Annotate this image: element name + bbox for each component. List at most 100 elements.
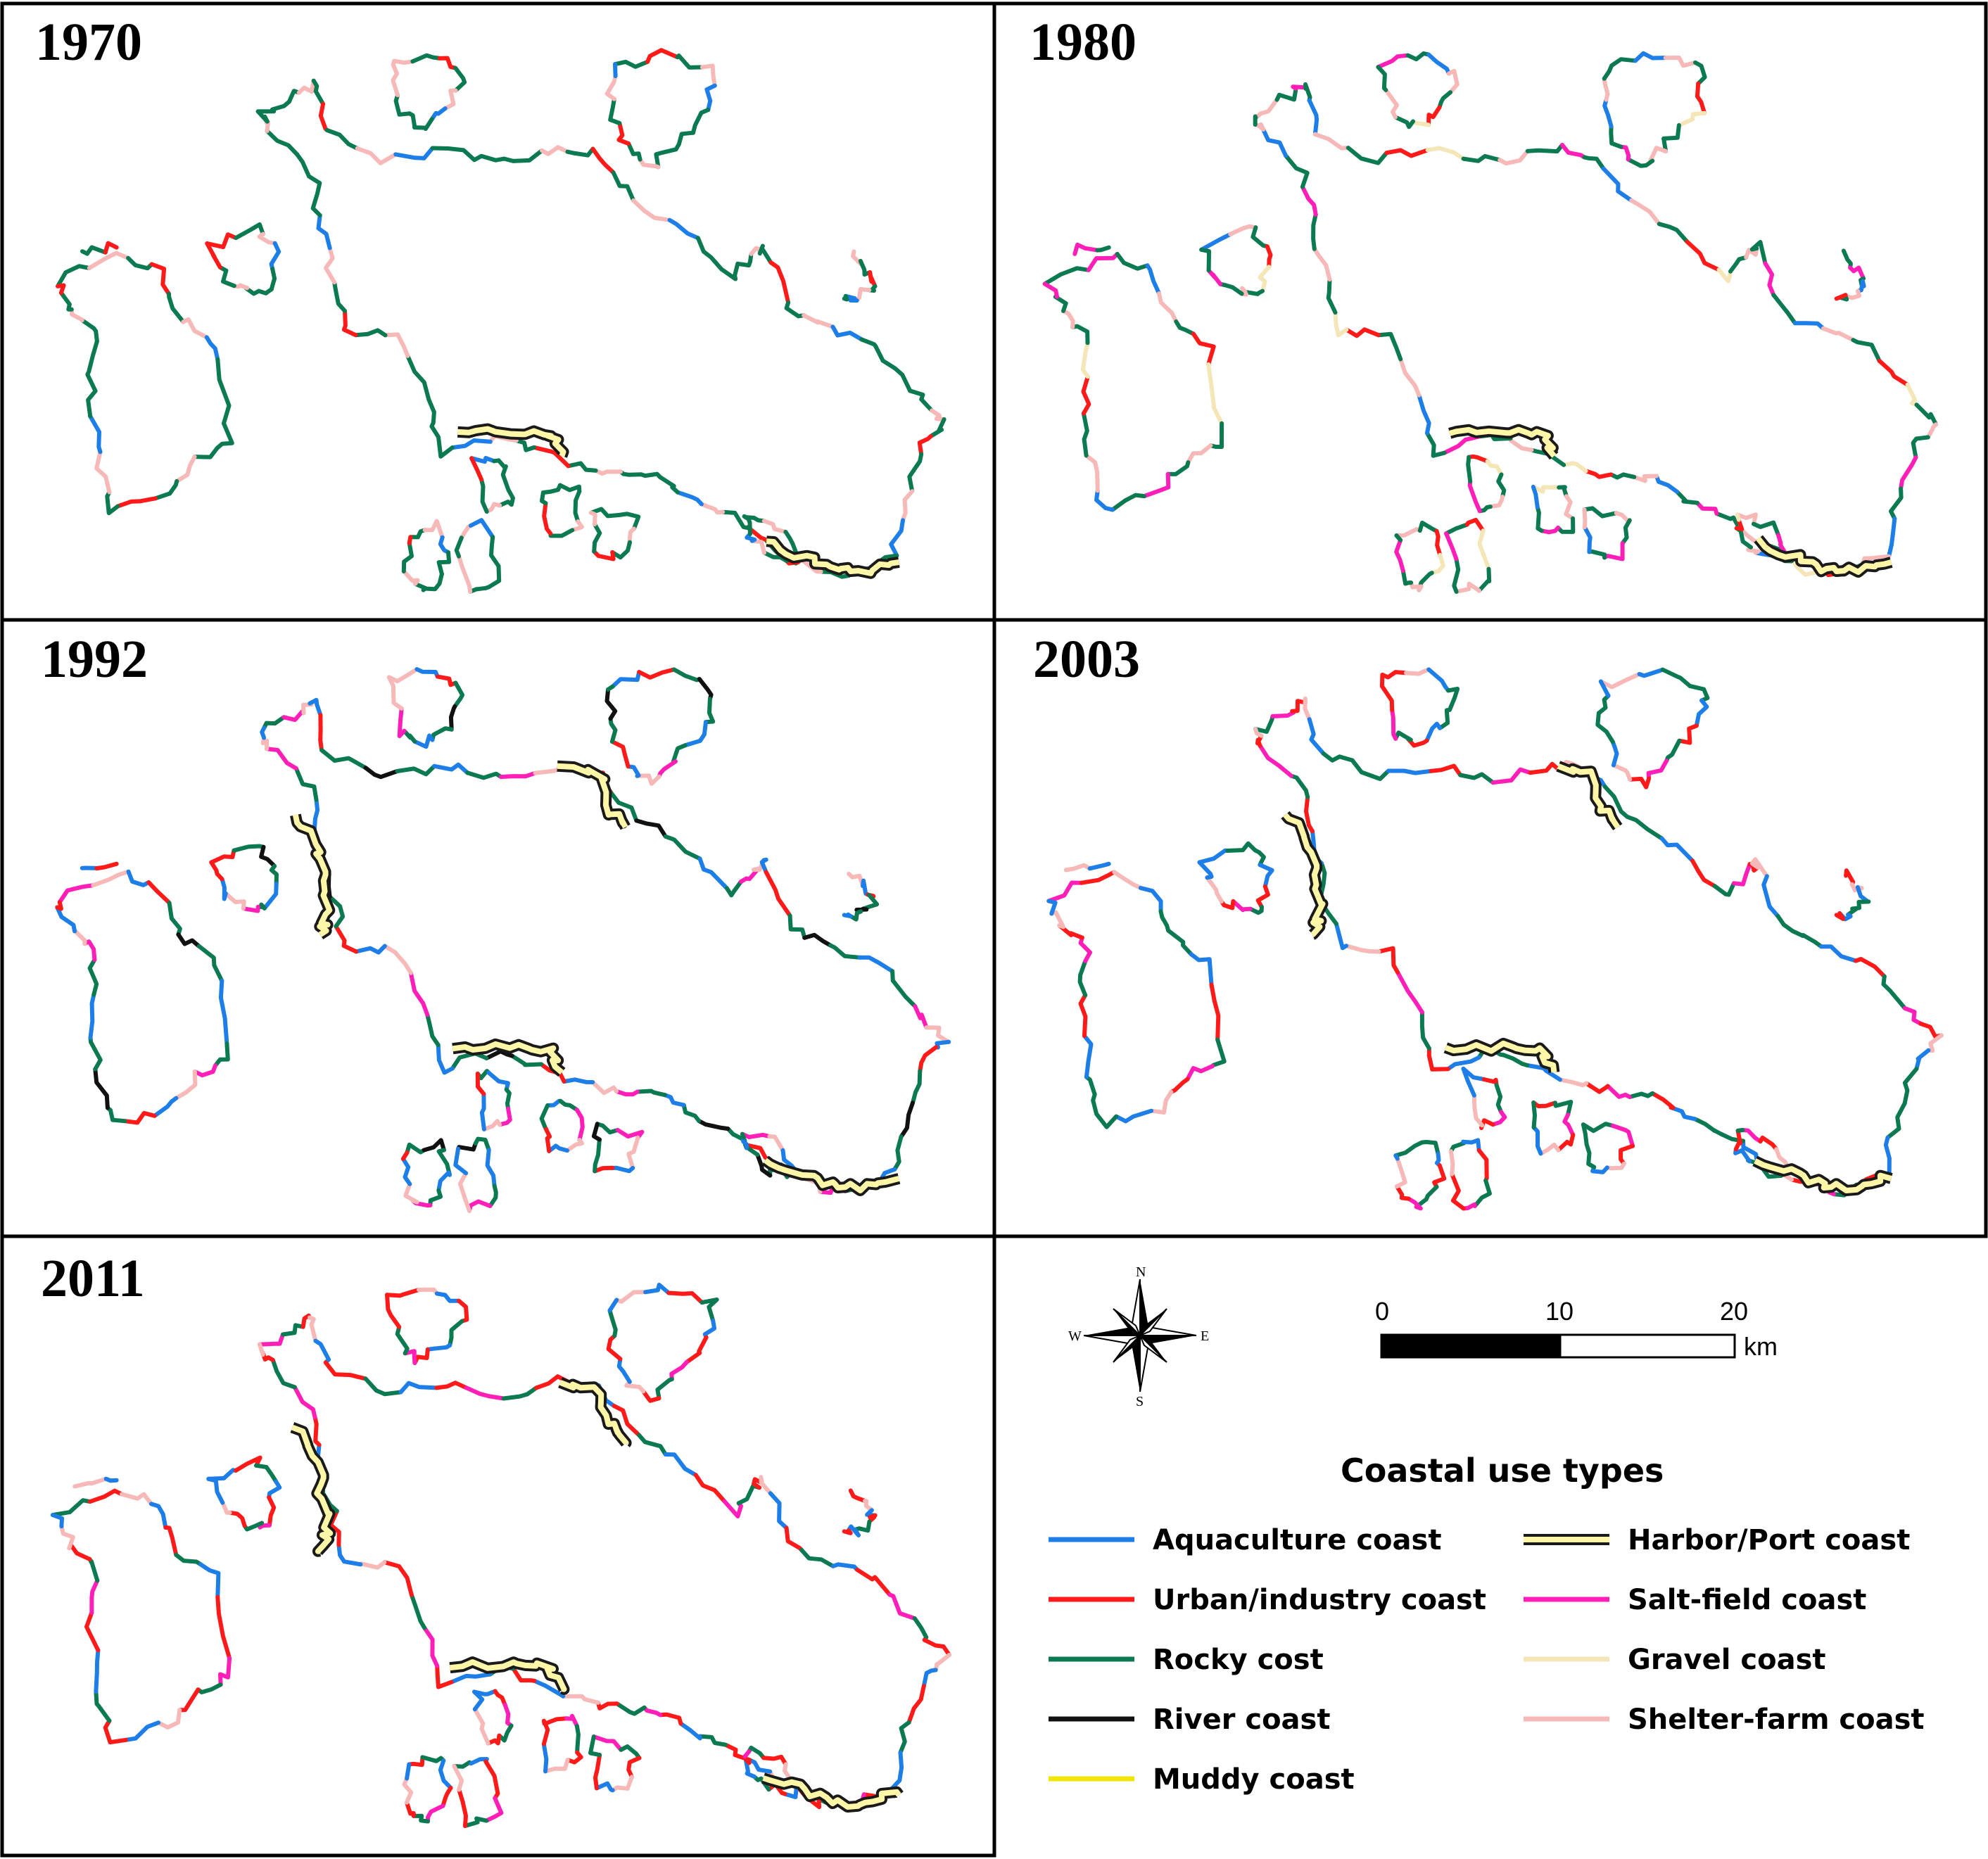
coastline-segment-shelter — [422, 519, 445, 540]
coastline-segment-urban — [867, 1513, 878, 1524]
coastline-segment-river — [899, 1100, 915, 1139]
coastline-segment-shelter — [1604, 1161, 1626, 1171]
coastline-segment-urban — [1395, 1184, 1411, 1201]
coastline-segment-aquaculture — [562, 1077, 595, 1084]
coastline-segment-rocky — [489, 535, 501, 569]
coastline-segment-urban — [1219, 899, 1236, 911]
coastline-segment-rocky — [740, 1131, 746, 1140]
coastline-segment-shelter — [1749, 857, 1769, 879]
coastline-segment-rocky — [1466, 455, 1473, 484]
coastline-segment-salt — [403, 1349, 417, 1365]
coastline-segment-aquaculture — [434, 1291, 461, 1303]
coastline-segment-rocky — [616, 512, 641, 531]
coastline-segment-shelter — [593, 468, 623, 476]
coastline-segment-aquaculture — [436, 1170, 452, 1193]
coastline-segment-aquaculture — [1393, 1153, 1400, 1161]
scale-bar-black — [1380, 1333, 1562, 1359]
coastline-segment-shelter — [386, 667, 419, 683]
coastline-segment-urban — [209, 848, 236, 865]
coastline-segment-rocky — [395, 763, 437, 777]
coastline-segment-rocky — [395, 1324, 410, 1356]
coastline-segment-river — [802, 932, 832, 948]
legend-item-aquaculture: Aquaculture coast — [1049, 1524, 1441, 1556]
coastline-segment-urban — [457, 1298, 469, 1324]
coastline-segment-rocky — [1749, 240, 1768, 266]
coastline-segment-urban — [1057, 923, 1084, 940]
coastline-segment-rocky — [255, 103, 286, 114]
coastline-segment-shelter — [614, 1290, 648, 1304]
coastline-segment-rocky — [310, 181, 322, 217]
coastline-segment-urban — [1584, 1081, 1610, 1094]
coastline-segment-aquaculture — [55, 905, 77, 934]
coastline-segment-aquaculture — [547, 1143, 569, 1153]
scale-bar: 0 10 20 km — [1375, 1297, 1778, 1361]
coastline-segment-aquaculture — [1138, 886, 1163, 914]
coastline-segment-rocky — [1419, 1140, 1441, 1156]
coastline-segment-rocky — [1881, 974, 1907, 1010]
coastline-segment-shelter — [1228, 224, 1258, 236]
coastline-segment-rocky — [1077, 958, 1088, 998]
coastline-segment-aquaculture — [676, 490, 704, 507]
coastline-segment-gravel — [1905, 382, 1919, 407]
coastline-segment-aquaculture — [663, 1452, 698, 1478]
compass-s-label: S — [1136, 1394, 1144, 1409]
coastline-segment-shelter — [94, 450, 112, 495]
coastline-segment-shelter — [1538, 1142, 1561, 1156]
coastline-segment-harbor — [1449, 426, 1557, 458]
coastline-segment-aquaculture — [1189, 952, 1214, 987]
coastline-segment-rocky — [787, 913, 807, 940]
coastline-segment-shelter — [1446, 68, 1460, 95]
coastline-segment-urban — [323, 1360, 368, 1381]
coastline-segment-rocky — [1318, 861, 1327, 901]
coastline-segment-shelter — [355, 146, 398, 165]
coastline-segment-salt — [57, 883, 96, 905]
coastline-segment-urban — [723, 1742, 752, 1763]
coastline-segment-aquaculture — [1582, 525, 1593, 554]
coastline-segment-shelter — [1344, 944, 1381, 954]
coastline-segment-rocky — [453, 65, 467, 93]
coastline-segment-shelter — [1312, 246, 1332, 282]
coastline-segment-rocky — [436, 1148, 452, 1177]
coastline-segment-rocky — [1851, 338, 1882, 363]
coastline-segment-harbor — [452, 1041, 564, 1075]
coastline-segment-rocky — [85, 372, 98, 419]
coastline-segment-urban — [590, 146, 616, 175]
coastline-segment-rocky — [1165, 460, 1191, 476]
coastline-segment-rocky — [94, 1689, 112, 1723]
coastline-segment-rocky — [574, 1724, 581, 1755]
coastline-segment-rocky — [1557, 485, 1569, 499]
coastline-segment-salt — [1046, 880, 1084, 903]
coastline-segment-urban — [1384, 148, 1430, 158]
coastline-segment-shelter — [543, 1758, 570, 1774]
coastline-segment-aquaculture — [1082, 1034, 1094, 1079]
coastline-segment-rocky — [1289, 773, 1310, 799]
coastline-segment-rocky — [254, 1463, 279, 1484]
coastline-segment-urban — [1379, 673, 1395, 713]
coastline-segment-rocky — [595, 1122, 620, 1135]
coastline-segment-salt — [1490, 1110, 1507, 1127]
coastline-segment-rocky — [319, 748, 368, 770]
coastline-segment-rocky — [1529, 448, 1566, 467]
coastline-segment-rocky — [1110, 493, 1146, 512]
coastline-segment-rocky — [1419, 1010, 1431, 1051]
coastline-segment-aquaculture — [889, 1750, 904, 1792]
coastline-segment-rocky — [557, 483, 582, 494]
coastline-segment-shelter — [610, 1775, 634, 1793]
coastline-segment-rocky — [697, 1734, 728, 1747]
coastline-segment-urban — [637, 667, 676, 680]
coastline-segment-aquaculture — [768, 1491, 789, 1530]
coastline-segment-aquaculture — [1659, 836, 1695, 863]
coastline-segment-shelter — [933, 1653, 951, 1673]
coastline-segment-urban — [469, 456, 484, 482]
coastline-segment-aquaculture — [398, 1381, 439, 1395]
coastline-segment-rocky — [691, 108, 711, 135]
coastline-segment-rocky — [907, 452, 924, 494]
coastline-segment-river — [363, 766, 400, 780]
coastline-segment-shelter — [258, 1342, 265, 1357]
coastline-segment-river — [604, 687, 618, 721]
coastline-segment-harbor — [1756, 537, 1892, 575]
coastline-segment-rocky — [1350, 758, 1391, 781]
coastline-segment-rocky — [410, 53, 442, 64]
coastline-segment-salt — [591, 1734, 623, 1752]
